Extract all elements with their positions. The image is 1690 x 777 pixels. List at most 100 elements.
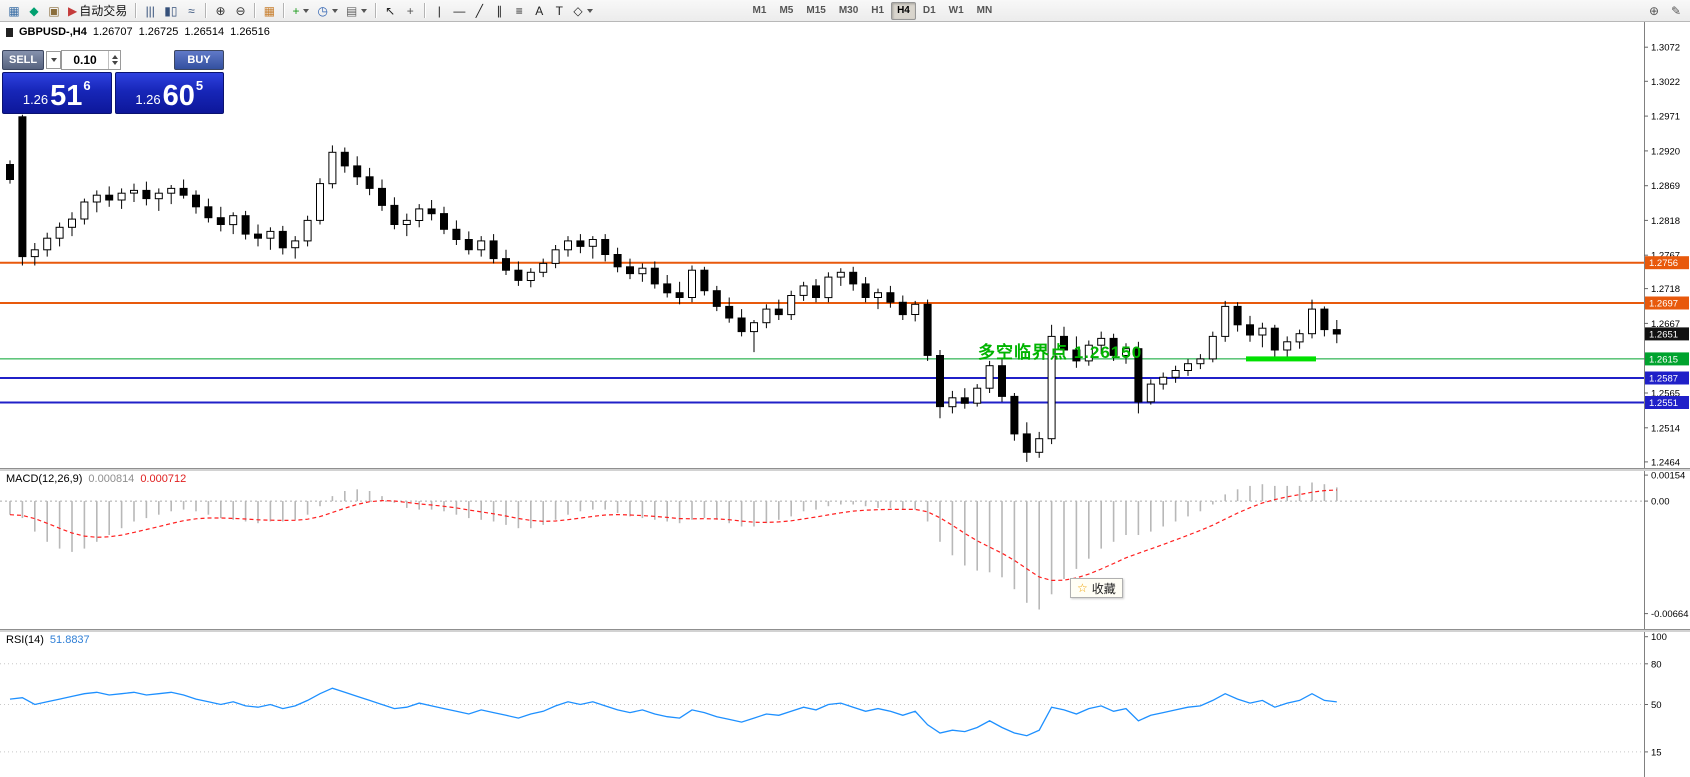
timeframe-m30[interactable]: M30 xyxy=(833,2,864,20)
candle xyxy=(613,254,622,268)
cursor-icon[interactable]: ↖ xyxy=(380,1,400,21)
favorite-tooltip[interactable]: ☆ 收藏 xyxy=(1070,578,1123,598)
svg-text:1.2615: 1.2615 xyxy=(1649,354,1678,365)
candle xyxy=(365,176,374,189)
templates-icon[interactable]: ▤ xyxy=(342,1,371,21)
svg-text:1.2971: 1.2971 xyxy=(1651,112,1680,123)
label-icon[interactable]: T xyxy=(549,1,569,21)
candle xyxy=(1097,337,1106,346)
price-axis-label xyxy=(1645,327,1689,341)
crosshair-icon[interactable]: + xyxy=(400,1,420,21)
macd-main-value: 0.000814 xyxy=(88,473,135,485)
channel-icon[interactable]: ∥ xyxy=(489,1,509,21)
sell-button[interactable]: SELL xyxy=(2,50,44,70)
svg-text:15: 15 xyxy=(1651,747,1662,758)
candle xyxy=(266,230,275,239)
candle xyxy=(241,215,250,235)
green-support-segment[interactable] xyxy=(1246,356,1316,362)
dropdown-arrow-icon[interactable] xyxy=(586,8,593,13)
svg-text:1.3022: 1.3022 xyxy=(1651,77,1680,88)
candle xyxy=(192,194,200,208)
zoom-icon[interactable]: ⊕ xyxy=(1644,1,1664,21)
profiles-icon[interactable]: ▣ xyxy=(44,1,64,21)
dropdown-arrow-icon[interactable] xyxy=(361,8,368,13)
trendline-icon[interactable]: ╱ xyxy=(469,1,489,21)
candle xyxy=(427,208,436,215)
candle xyxy=(824,276,833,299)
volume-input[interactable]: 0.10 xyxy=(61,50,121,70)
metaquotes-icon[interactable]: ◆ xyxy=(24,1,44,21)
indicators-icon[interactable]: + xyxy=(288,1,313,21)
timeframe-w1[interactable]: W1 xyxy=(943,2,970,20)
vertical-line-icon[interactable]: | xyxy=(429,1,449,21)
candle xyxy=(1159,376,1168,385)
zoom-out-icon[interactable]: ⊖ xyxy=(230,1,250,21)
candle xyxy=(588,239,597,247)
volume-dropdown-button[interactable] xyxy=(46,51,61,69)
timeframe-m15[interactable]: M15 xyxy=(800,2,831,20)
volume-down-button[interactable] xyxy=(111,61,118,65)
shapes-icon[interactable]: ◇ xyxy=(569,1,596,21)
candle xyxy=(911,303,920,315)
candle xyxy=(874,292,882,299)
panel-splitter[interactable] xyxy=(0,629,1690,632)
buy-price-display[interactable]: 1.26 60 5 xyxy=(114,72,224,114)
rsi-panel[interactable]: 100 80 50 15 xyxy=(0,632,1690,777)
zoom-in-icon[interactable]: ⊕ xyxy=(210,1,230,21)
candles-layer xyxy=(6,114,1341,462)
candle xyxy=(861,283,870,298)
candle xyxy=(700,269,709,292)
buy-button[interactable]: BUY xyxy=(174,50,224,70)
candle xyxy=(477,240,486,251)
fibonacci-icon[interactable]: ≡ xyxy=(509,1,529,21)
periods-icon: ◷ xyxy=(317,3,328,18)
sell-price-display[interactable]: 1.26 51 6 xyxy=(2,72,112,114)
text-icon[interactable]: A xyxy=(529,1,549,21)
main-chart-panel[interactable]: 1.3072 1.3022 1.2971 1.2920 1.2869 1.2818 1.27… xyxy=(0,22,1690,468)
rsi-line xyxy=(9,687,1337,737)
candle xyxy=(812,285,820,298)
candle xyxy=(638,267,647,275)
dropdown-arrow-icon[interactable] xyxy=(331,8,338,13)
timeframe-m1[interactable]: M1 xyxy=(747,2,773,20)
timeframe-d1[interactable]: D1 xyxy=(917,2,942,20)
bar-chart-icon[interactable]: ||| xyxy=(140,1,160,21)
svg-text:1.2464: 1.2464 xyxy=(1651,457,1680,468)
quote-high: 1.26725 xyxy=(138,26,179,38)
price-axis-label xyxy=(1645,296,1689,310)
candle xyxy=(526,271,535,282)
svg-text:1.2587: 1.2587 xyxy=(1649,374,1678,385)
volume-up-button[interactable] xyxy=(111,55,118,59)
candle xyxy=(948,397,957,408)
macd-name: MACD(12,26,9) xyxy=(6,473,83,485)
panel-splitter[interactable] xyxy=(0,468,1690,471)
edit-icon[interactable]: ✎ xyxy=(1666,1,1686,21)
volume-value[interactable]: 0.10 xyxy=(73,53,97,67)
buy-price-big: 60 xyxy=(162,80,195,112)
crosshair-icon: + xyxy=(406,3,414,18)
horizontal-line-icon[interactable]: — xyxy=(449,1,469,21)
tile-windows-icon[interactable]: ▦ xyxy=(259,1,279,21)
autotrading-button[interactable]: ▶ 自动交易 xyxy=(64,1,131,21)
timeframe-h4[interactable]: H4 xyxy=(891,1,916,20)
templates-icon: ▤ xyxy=(345,3,358,18)
new-chart-icon[interactable]: ▦ xyxy=(4,1,24,21)
dropdown-arrow-icon[interactable] xyxy=(303,8,310,13)
candle xyxy=(316,183,324,221)
profiles-icon: ▣ xyxy=(48,3,60,18)
periods-icon[interactable]: ◷ xyxy=(313,1,341,21)
timeframe-mn[interactable]: MN xyxy=(971,2,999,20)
indicators-icon: + xyxy=(292,3,300,18)
line-chart-icon[interactable]: ≈ xyxy=(181,1,201,21)
candle xyxy=(105,194,114,201)
candlestick-icon[interactable]: ▮▯ xyxy=(160,1,181,21)
zoom-in-icon: ⊕ xyxy=(215,3,226,18)
svg-text:1.2514: 1.2514 xyxy=(1651,423,1680,434)
volume-spinner xyxy=(108,51,120,69)
candle xyxy=(340,151,349,167)
zoom-icon: ⊕ xyxy=(1648,3,1660,18)
macd-panel[interactable]: 0.00154 0.00 -0.00664 xyxy=(0,471,1690,629)
candle xyxy=(55,226,64,239)
timeframe-h1[interactable]: H1 xyxy=(865,2,890,20)
timeframe-m5[interactable]: M5 xyxy=(773,2,799,20)
